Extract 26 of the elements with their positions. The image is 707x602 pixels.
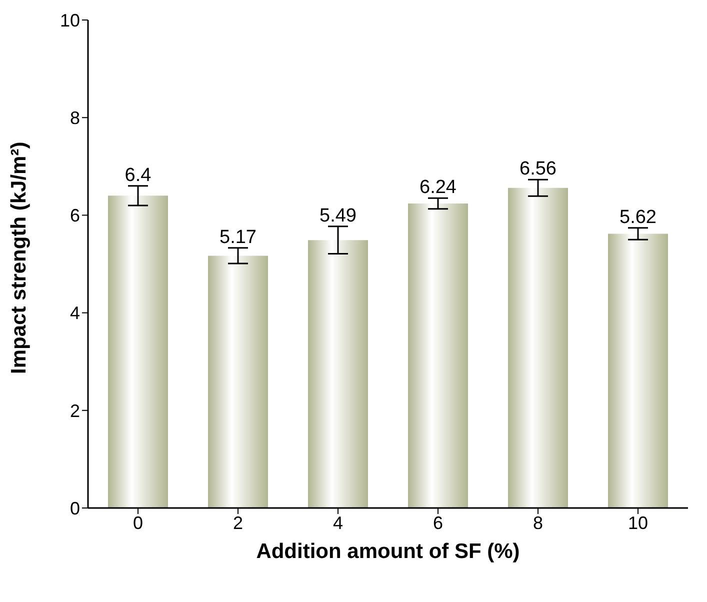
- data-label: 6.4: [124, 164, 152, 186]
- y-tick-label: 4: [70, 303, 80, 324]
- x-tick-label: 8: [532, 512, 544, 533]
- x-axis-title: Addition amount of SF (%): [256, 540, 520, 563]
- data-label: 5.62: [620, 206, 656, 228]
- bar: [108, 196, 168, 508]
- data-label: 6.56: [520, 158, 556, 180]
- data-label: 5.17: [220, 226, 256, 248]
- x-tick-label: 10: [628, 512, 648, 533]
- y-tick-label: 10: [60, 10, 80, 30]
- y-tick-label: 8: [70, 108, 80, 128]
- x-tick-label: 6: [432, 512, 444, 533]
- bar: [408, 203, 468, 508]
- y-tick-label: 0: [70, 498, 80, 518]
- y-axis-title: Impact strength (kJ/m²): [7, 142, 30, 374]
- x-tick-label: 0: [132, 512, 144, 533]
- bar: [208, 256, 268, 508]
- y-tick-label: 2: [70, 400, 80, 421]
- bar: [608, 234, 668, 508]
- x-tick-label: 4: [332, 512, 344, 533]
- data-label: 6.24: [420, 177, 457, 198]
- data-label: 5.49: [320, 205, 356, 226]
- bar: [308, 240, 368, 508]
- y-tick-label: 6: [70, 206, 80, 226]
- x-tick-label: 2: [232, 512, 244, 533]
- bar: [508, 188, 568, 508]
